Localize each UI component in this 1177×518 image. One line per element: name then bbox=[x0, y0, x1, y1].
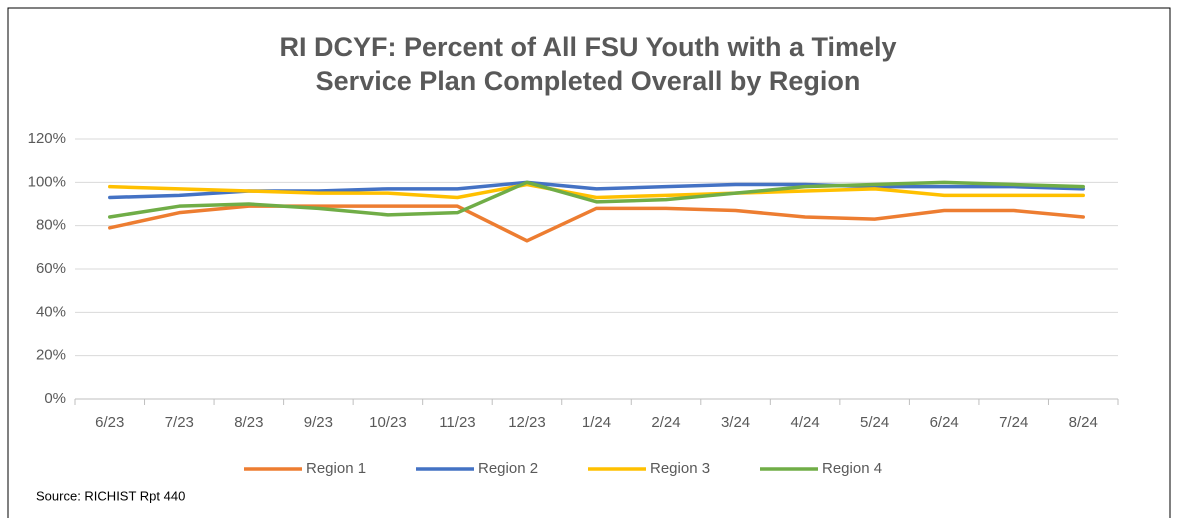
y-tick-label: 40% bbox=[36, 303, 66, 320]
x-tick-label: 6/23 bbox=[95, 414, 124, 431]
y-tick-label: 100% bbox=[28, 173, 66, 190]
chart-title: RI DCYF: Percent of All FSU Youth with a… bbox=[279, 32, 897, 96]
y-tick-label: 80% bbox=[36, 217, 66, 234]
series-line bbox=[108, 204, 1085, 243]
legend-label: Region 3 bbox=[650, 460, 710, 477]
chart-frame bbox=[7, 7, 1171, 518]
y-tick-label: 20% bbox=[36, 347, 66, 364]
x-tick-label: 3/24 bbox=[721, 414, 750, 431]
x-tick-label: 2/24 bbox=[651, 414, 680, 431]
x-tick-label: 6/24 bbox=[930, 414, 959, 431]
x-tick-label: 7/23 bbox=[165, 414, 194, 431]
y-tick-label: 120% bbox=[28, 130, 66, 147]
legend-label: Region 4 bbox=[822, 460, 882, 477]
legend-label: Region 1 bbox=[306, 460, 366, 477]
x-tick-label: 1/24 bbox=[582, 414, 611, 431]
y-tick-label: 60% bbox=[36, 260, 66, 277]
x-tick-label: 12/23 bbox=[508, 414, 546, 431]
x-tick-label: 11/23 bbox=[439, 414, 475, 431]
legend-label: Region 2 bbox=[478, 460, 538, 477]
source-note: Source: RICHIST Rpt 440 bbox=[36, 488, 185, 503]
y-tick-label: 0% bbox=[44, 390, 66, 407]
x-tick-label: 5/24 bbox=[860, 414, 889, 431]
x-tick-label: 10/23 bbox=[369, 414, 407, 431]
x-tick-label: 9/23 bbox=[304, 414, 333, 431]
x-tick-label: 8/23 bbox=[234, 414, 263, 431]
x-tick-label: 4/24 bbox=[790, 414, 819, 431]
series-line bbox=[108, 182, 1085, 200]
series-line bbox=[108, 180, 1085, 219]
x-tick-label: 8/24 bbox=[1069, 414, 1098, 431]
x-tick-label: 7/24 bbox=[999, 414, 1028, 431]
